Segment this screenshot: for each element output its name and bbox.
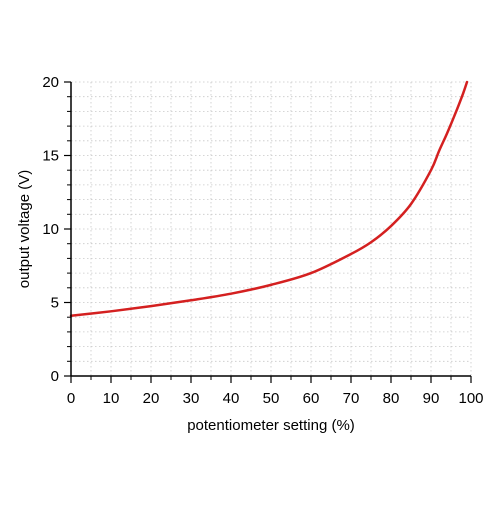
y-tick-label: 0 [51, 368, 59, 385]
x-tick-label: 70 [343, 390, 360, 407]
x-tick-labels: 0 10 20 30 40 50 60 70 80 90 100 [67, 390, 484, 407]
x-tick-label: 20 [143, 390, 160, 407]
x-tick-label: 50 [263, 390, 280, 407]
y-tick-label: 10 [42, 221, 59, 238]
y-tick-label: 15 [42, 148, 59, 165]
axes [64, 81, 472, 383]
y-tick-label: 20 [42, 74, 59, 91]
y-tick-label: 5 [51, 295, 59, 312]
x-tick-label: 100 [458, 390, 483, 407]
x-tick-label: 80 [383, 390, 400, 407]
x-tick-label: 10 [103, 390, 120, 407]
x-tick-label: 30 [183, 390, 200, 407]
y-tick-labels: 0 5 10 15 20 [42, 74, 59, 385]
x-tick-label: 90 [423, 390, 440, 407]
x-tick-label: 0 [67, 390, 75, 407]
minor-ticks [67, 96, 452, 380]
series-line [69, 80, 469, 317]
y-axis-title: output voltage (V) [16, 170, 33, 288]
x-tick-label: 40 [223, 390, 240, 407]
x-tick-label: 60 [303, 390, 320, 407]
x-axis-title: potentiometer setting (%) [187, 417, 355, 434]
series-layer [69, 80, 469, 317]
grid [71, 81, 472, 376]
